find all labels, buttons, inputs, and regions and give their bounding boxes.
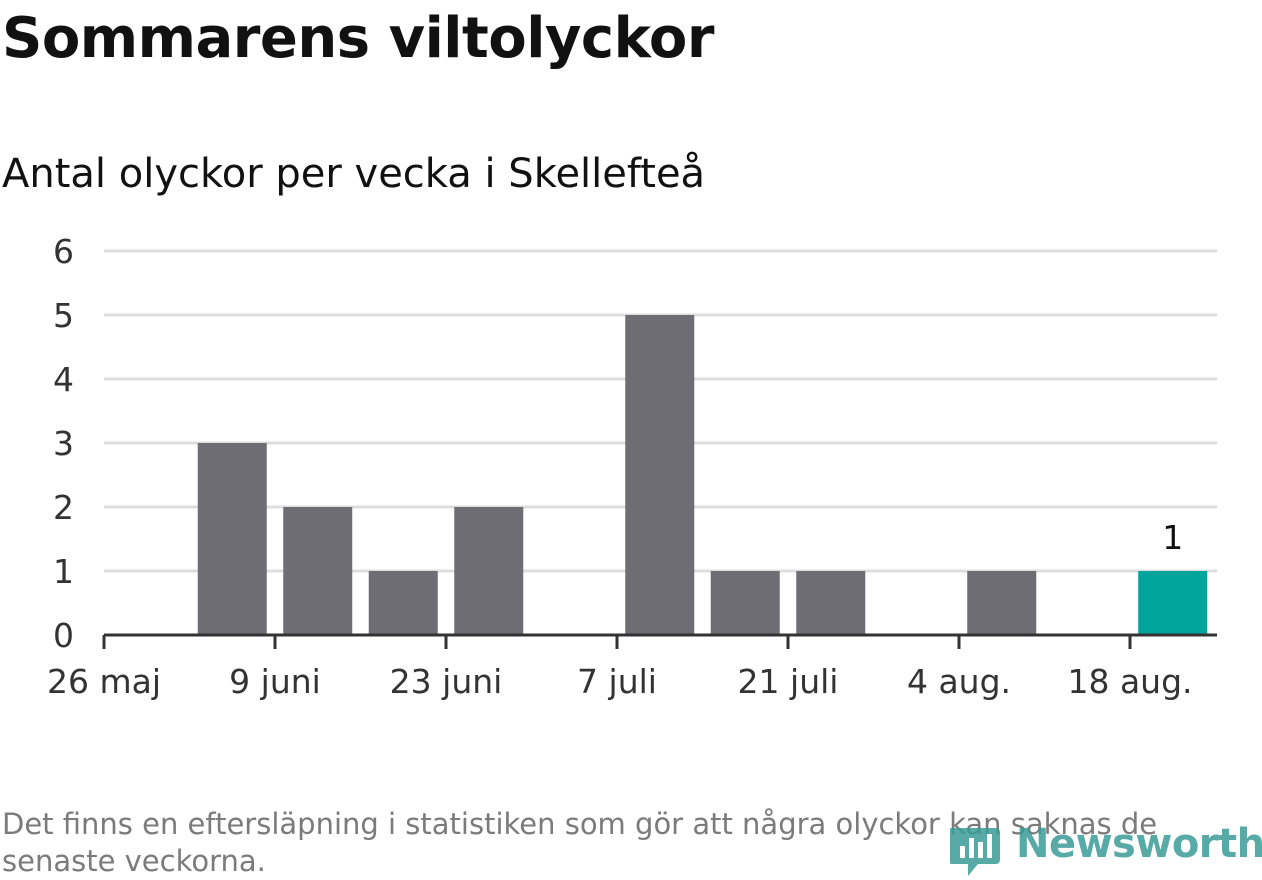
bar-23-juni	[454, 507, 524, 635]
bar-16-juni	[368, 571, 438, 635]
bars	[197, 315, 1208, 635]
bar-4-aug-	[967, 571, 1037, 635]
y-tick-label: 0	[53, 616, 74, 655]
newsworthy-logo: Newsworthy	[950, 816, 1262, 876]
bar-14-juli	[710, 571, 780, 635]
x-tick-label: 26 maj	[47, 662, 161, 700]
x-tick-label: 7 juli	[577, 662, 657, 700]
x-tick-label: 21 juli	[738, 662, 839, 700]
y-tick-label: 1	[53, 552, 74, 591]
y-axis: 0 1 2 3 4 5 6	[53, 232, 74, 655]
bar-2-juni	[197, 443, 267, 635]
bar-21-juli	[796, 571, 866, 635]
x-tick-label: 18 aug.	[1067, 662, 1192, 700]
x-tick-label: 9 juni	[229, 662, 321, 700]
data-labels: 1	[1162, 518, 1183, 557]
newsworthy-logo-text: Newsworthy	[1016, 821, 1262, 867]
bar-18-aug-	[1138, 571, 1208, 635]
x-tick-label: 4 aug.	[907, 662, 1011, 700]
x-tick-label: 23 juni	[390, 662, 503, 700]
y-tick-label: 3	[53, 424, 74, 463]
chart-subtitle: Antal olyckor per vecka i Skellefteå	[2, 151, 706, 197]
y-tick-label: 6	[53, 232, 74, 271]
chart-title: Sommarens viltolyckor	[2, 6, 714, 71]
newsworthy-logo-icon	[950, 828, 1000, 876]
bar-7-juli	[625, 315, 695, 635]
y-tick-label: 4	[53, 360, 74, 399]
bar-9-juni	[283, 507, 353, 635]
x-axis: 26 maj 9 juni 23 juni 7 juli 21 juli 4 aug. 18…	[47, 633, 1217, 700]
y-tick-label: 2	[53, 488, 74, 527]
bar-chart: 0 1 2 3 4 5 6 26 maj 9 juni 23 juni 7 juli 21 juli…	[47, 232, 1217, 700]
y-tick-label: 5	[53, 296, 74, 335]
data-label: 1	[1162, 518, 1183, 557]
